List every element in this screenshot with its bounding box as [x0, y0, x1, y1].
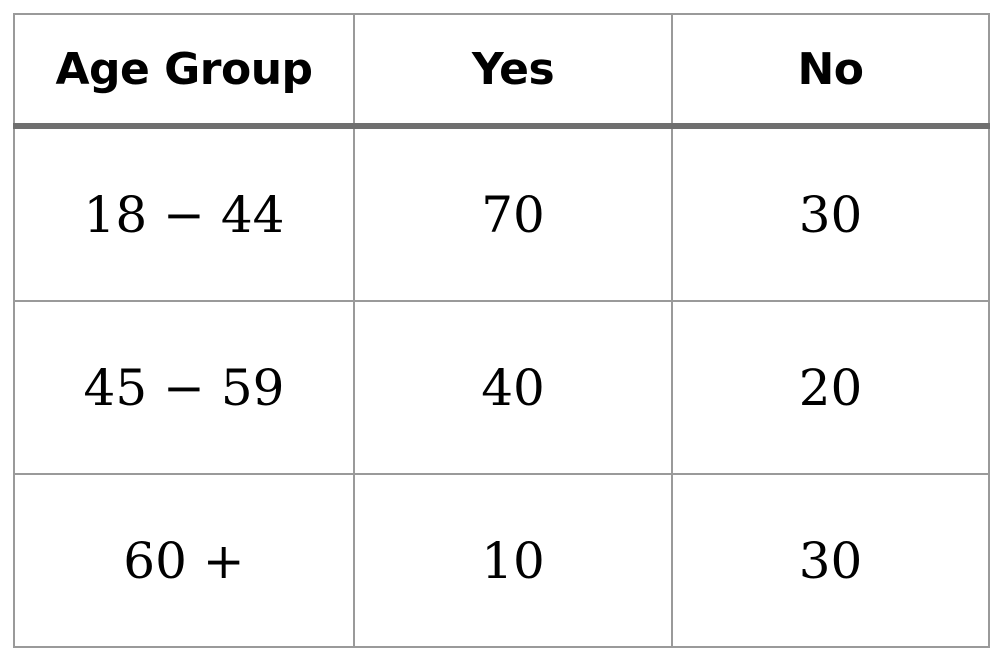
table-row: 18 − 44 70 30 [13, 125, 990, 302]
header-row: Age Group Yes No [13, 13, 990, 129]
age-group-table: Age Group Yes No 18 − 44 70 30 45 − 59 4… [13, 13, 990, 648]
no-value-cell: 30 [671, 473, 990, 648]
header-cell-age-group: Age Group [13, 13, 355, 129]
no-value-cell: 20 [671, 300, 990, 475]
header-cell-yes: Yes [353, 13, 673, 129]
yes-value-cell: 70 [353, 125, 673, 302]
age-group-cell: 60 + [13, 473, 355, 648]
yes-value-cell: 10 [353, 473, 673, 648]
header-cell-no: No [671, 13, 990, 129]
data-table-container: Age Group Yes No 18 − 44 70 30 45 − 59 4… [13, 13, 990, 648]
yes-value-cell: 40 [353, 300, 673, 475]
age-group-cell: 18 − 44 [13, 125, 355, 302]
table-row: 45 − 59 40 20 [13, 300, 990, 475]
no-value-cell: 30 [671, 125, 990, 302]
age-group-cell: 45 − 59 [13, 300, 355, 475]
table-row: 60 + 10 30 [13, 473, 990, 648]
